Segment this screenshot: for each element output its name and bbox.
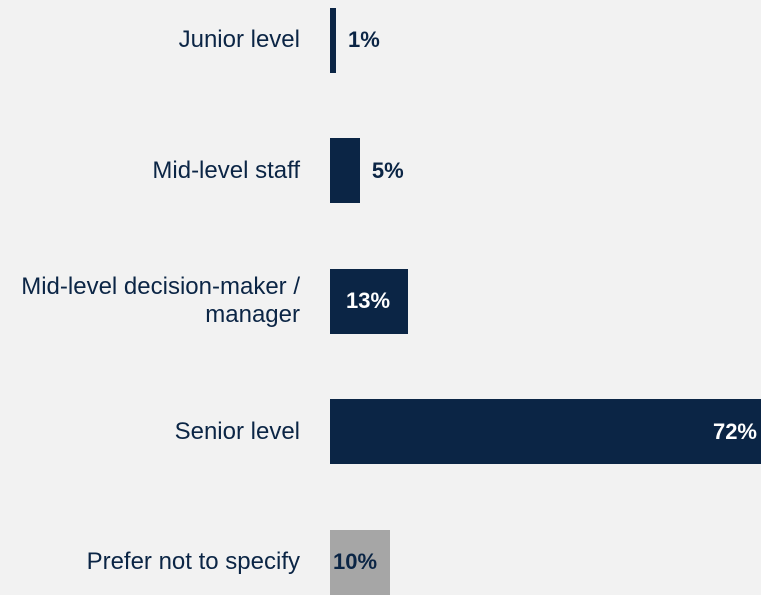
bar bbox=[330, 399, 761, 464]
value-label: 5% bbox=[371, 157, 404, 183]
category-text: Mid-level decision-maker / manager bbox=[21, 273, 300, 328]
category-text: Senior level bbox=[174, 417, 300, 445]
value-label: 72% bbox=[712, 418, 757, 444]
value-label: 1% bbox=[347, 27, 380, 52]
category-label: Senior level bbox=[10, 399, 300, 464]
bar bbox=[330, 529, 390, 595]
category-label: Junior level bbox=[10, 8, 300, 73]
bar bbox=[330, 138, 360, 203]
category-label: Mid-level staff bbox=[10, 138, 300, 203]
value-label: 10% bbox=[333, 549, 378, 574]
category-label: Mid-level decision-maker / manager bbox=[10, 269, 300, 334]
bar bbox=[330, 268, 408, 334]
category-text: Junior level bbox=[178, 26, 300, 53]
category-text: Mid-level staff bbox=[152, 156, 300, 184]
bar bbox=[330, 7, 336, 73]
value-label: 13% bbox=[346, 288, 391, 313]
category-label: Prefer not to specify bbox=[10, 530, 300, 595]
category-text: Prefer not to specify bbox=[86, 548, 300, 575]
